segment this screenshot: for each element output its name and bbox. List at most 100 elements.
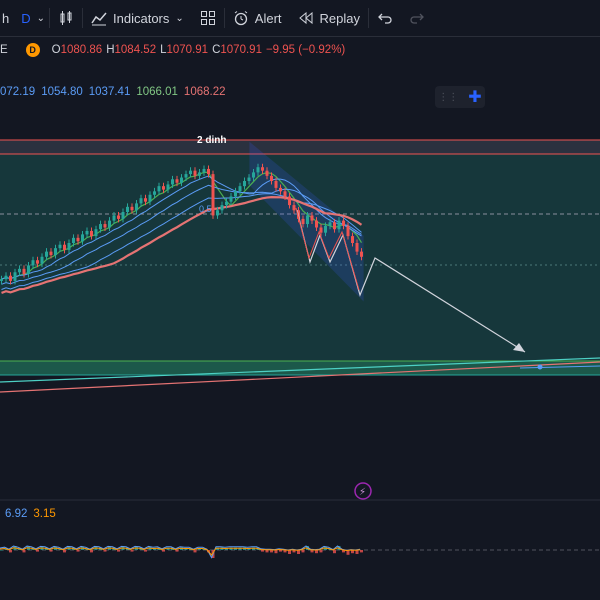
ohlc-legend: E D O1080.86 H1084.52 L1070.91 C1070.91 … — [0, 40, 345, 60]
candle-body — [63, 244, 66, 250]
chart-type-button[interactable] — [50, 0, 82, 36]
candle-body — [324, 225, 327, 233]
macd-histogram-bar — [252, 547, 255, 550]
macd-histogram-bar — [90, 550, 93, 553]
macd-histogram-bar — [184, 548, 188, 550]
macd-histogram-bar — [18, 548, 21, 550]
macd-histogram-bar — [27, 546, 30, 550]
macd-histogram-bar — [22, 550, 26, 553]
candle-body — [9, 275, 12, 281]
trendline-teal — [0, 357, 600, 383]
candle-body — [229, 196, 233, 202]
candle-body — [189, 170, 192, 175]
undo-icon — [378, 13, 392, 24]
candle-body — [13, 272, 17, 281]
low-label: L — [160, 44, 167, 56]
candle-body — [346, 225, 350, 237]
candle-body — [4, 275, 8, 280]
macd-histogram-bar — [333, 550, 336, 554]
chevron-down-icon: ⌄ — [175, 12, 184, 24]
layouts-button[interactable] — [192, 0, 224, 36]
candle-body — [310, 215, 314, 221]
macd-histogram-bar — [171, 547, 174, 550]
candle-body — [72, 237, 75, 243]
undo-button[interactable] — [369, 0, 401, 36]
annotation-fib-level: 0.5 — [199, 204, 212, 214]
macd-histogram-bar — [117, 550, 120, 552]
candle-body — [279, 187, 282, 192]
candle-body — [126, 206, 129, 212]
replay-button[interactable]: Replay — [290, 0, 368, 36]
candle-body — [333, 222, 336, 230]
macd-histogram-bar — [166, 547, 170, 550]
trendline-blue — [519, 365, 600, 369]
alert-button[interactable]: Alert — [225, 0, 290, 36]
candle-body — [360, 251, 363, 257]
ma-slow-line — [1, 193, 362, 290]
macd-histogram-bar — [234, 547, 237, 550]
ma-fast-line — [1, 171, 363, 280]
candle-body — [130, 206, 134, 211]
macd-histogram-bar — [45, 547, 48, 550]
macd-histogram-bar — [247, 548, 251, 550]
macd-histogram-bar — [346, 550, 350, 555]
candle-body — [76, 237, 80, 242]
macd-histogram-bar — [180, 547, 183, 550]
macd-histogram-bar — [58, 548, 62, 550]
macd-histogram-bar — [40, 546, 44, 550]
candle-body — [238, 186, 242, 192]
macd-histogram-bar — [324, 546, 327, 550]
symbol-button[interactable]: h — [0, 0, 17, 36]
close-label: C — [212, 44, 221, 56]
crosshair-icon[interactable]: ✚ — [468, 89, 482, 106]
indicators-label: Indicators — [113, 10, 170, 26]
macd-histogram-bar — [103, 550, 107, 552]
top-toolbar: h D ⌄ Indicators ⌄ Alert Replay — [0, 0, 600, 37]
candle-body — [94, 229, 98, 237]
candle-body — [54, 248, 57, 256]
candle-body — [121, 212, 125, 219]
macd-histogram-bar — [108, 546, 111, 550]
candle-body — [40, 256, 44, 264]
macd-histogram-bar — [81, 546, 84, 550]
candle-body — [148, 194, 152, 202]
candle-body — [288, 196, 291, 206]
support-zone — [0, 361, 600, 375]
macd-histogram-bar — [54, 546, 57, 550]
high-value: 1084.52 — [114, 44, 157, 56]
candle-body — [315, 220, 318, 228]
macd-histogram-bar — [337, 546, 341, 550]
floating-toolbar: ⋮⋮ ✚ — [435, 86, 485, 108]
candle-body — [283, 191, 287, 197]
macd-histogram-bar — [49, 550, 53, 552]
drag-handle-icon[interactable]: ⋮⋮ — [438, 91, 459, 103]
candle-body — [247, 177, 251, 181]
candle-body — [112, 215, 116, 221]
macd-histogram-bar — [355, 550, 359, 554]
macd-histogram-bar — [211, 550, 215, 558]
candle-body — [252, 172, 255, 178]
signal-line — [0, 547, 361, 556]
candle-body — [27, 265, 30, 274]
descending-channel — [249, 141, 364, 302]
redo-button[interactable] — [401, 0, 433, 36]
candle-body — [162, 186, 165, 190]
candle-body — [297, 210, 300, 219]
ma-value-5: 1068.22 — [183, 86, 226, 98]
macd-histogram-bar — [13, 546, 17, 550]
divider — [367, 8, 369, 28]
range-zone — [0, 140, 600, 375]
macd-histogram-bar — [85, 548, 89, 550]
candle-body — [49, 251, 53, 256]
macd-histogram-bar — [135, 546, 138, 550]
indicators-button[interactable]: Indicators ⌄ — [83, 0, 192, 36]
interval-button[interactable]: D ⌄ — [17, 0, 49, 36]
divider — [82, 8, 84, 28]
chevron-down-icon: ⌄ — [36, 12, 46, 24]
macd-histogram-bar — [207, 550, 210, 553]
close-value: 1070.91 — [220, 44, 262, 56]
interval-label: D — [21, 10, 31, 26]
candle-body — [319, 227, 323, 233]
candle-body — [220, 205, 224, 211]
candle-body — [117, 215, 120, 219]
